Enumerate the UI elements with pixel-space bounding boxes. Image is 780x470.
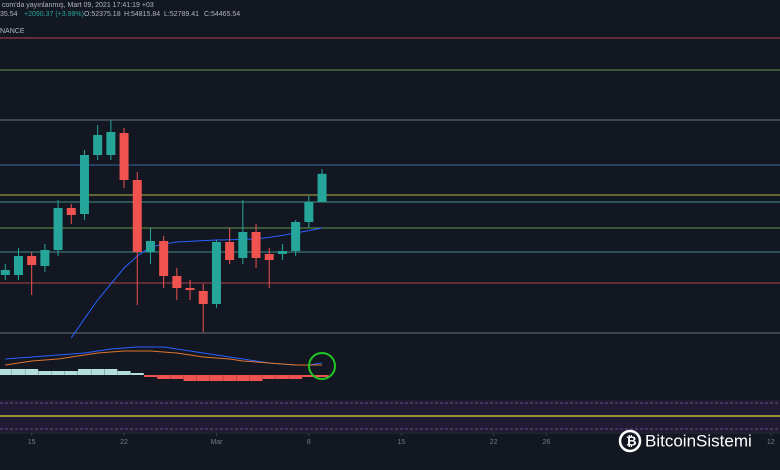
macd-hist	[104, 369, 118, 375]
macd-hist	[302, 375, 316, 377]
highlight-circle	[308, 352, 336, 380]
candle-body	[211, 242, 221, 304]
macd-hist	[223, 375, 237, 381]
logo-icon	[618, 429, 642, 453]
close: C:54465.54	[204, 11, 240, 18]
high: H:54815.84	[124, 11, 160, 18]
candle-body	[238, 232, 248, 258]
macd-hist	[117, 371, 131, 375]
macd-hist	[130, 373, 144, 375]
x-tick-label: 22	[120, 439, 128, 446]
macd-hist	[170, 375, 184, 379]
candle-body	[277, 251, 287, 254]
macd-hist	[183, 375, 197, 381]
published: com'da yayınlanmış, Mart 09, 2021 17:41:…	[2, 2, 154, 9]
candle-body	[132, 180, 142, 252]
macd-hist	[262, 375, 276, 379]
candle-body	[0, 270, 10, 275]
low: L:52789.41	[164, 11, 199, 18]
x-tick-label: 22	[490, 439, 498, 446]
candle-body	[172, 276, 182, 288]
candle-body	[317, 173, 327, 202]
logo-text: BitcoinSistemi	[645, 431, 752, 450]
macd-hist	[209, 375, 223, 381]
signal-line	[5, 350, 323, 366]
macd-hist	[157, 375, 171, 379]
candle-body	[40, 250, 50, 266]
candle-body	[27, 256, 37, 265]
macd-hist	[289, 375, 303, 379]
candle-body	[145, 241, 155, 252]
macd-hist	[77, 369, 91, 375]
x-tick-label: 15	[28, 439, 36, 446]
candle-body	[106, 132, 116, 155]
candle-body	[291, 222, 301, 251]
macd-hist	[51, 371, 65, 375]
macd-hist	[249, 375, 263, 381]
candle-body	[198, 291, 208, 304]
x-tick-label: 15	[397, 439, 405, 446]
candle-body	[225, 242, 235, 260]
x-tick-label: 26	[542, 439, 550, 446]
macd-hist	[275, 375, 289, 379]
last-price: 35.54	[0, 11, 18, 18]
macd-hist	[236, 375, 250, 381]
logo: ₿ BitcoinSistemi	[618, 429, 752, 453]
macd-hist	[64, 371, 78, 375]
exchange: NANCE	[0, 28, 25, 35]
candle-body	[93, 135, 103, 155]
macd-hist	[0, 369, 12, 375]
change: +2090.37 (+3.99%)	[24, 11, 84, 18]
candle-body	[13, 256, 23, 275]
open: O:52375.18	[84, 11, 121, 18]
candle-body	[119, 133, 129, 180]
candle-body	[185, 288, 195, 290]
candle-body	[304, 202, 314, 222]
macd-hist	[11, 369, 25, 375]
candle-body	[66, 208, 76, 215]
macd-hist	[143, 375, 157, 377]
candle-body	[251, 232, 261, 258]
logo-symbol: ₿	[626, 433, 637, 448]
macd-hist	[38, 371, 52, 375]
macd-hist	[315, 375, 329, 377]
x-tick-label: 8	[307, 439, 311, 446]
macd-hist	[25, 369, 39, 375]
plot: 15 22 Mar 8 15 22 26 12	[0, 37, 780, 446]
candle-body	[79, 155, 89, 214]
x-tick-label: 12	[767, 439, 775, 446]
candle-body	[264, 254, 274, 260]
macd-hist	[196, 375, 210, 381]
candle-body	[159, 241, 169, 276]
macd-hist	[91, 369, 105, 375]
ma-line	[70, 227, 323, 339]
candle-body	[53, 208, 63, 250]
x-tick-label: Mar	[210, 439, 223, 446]
